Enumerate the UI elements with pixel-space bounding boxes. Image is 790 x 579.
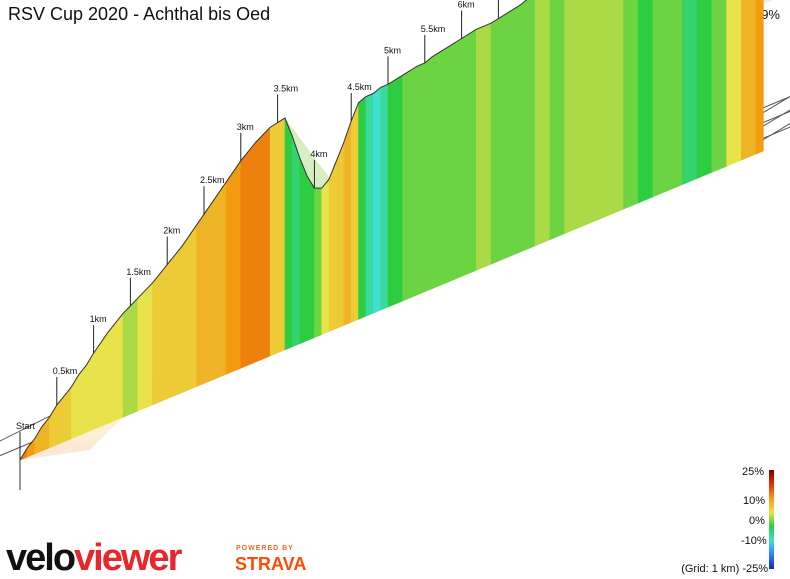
profile-segment (85, 352, 94, 433)
profile-segment (240, 141, 256, 369)
profile-segment (564, 0, 580, 235)
profile-segment (365, 93, 374, 317)
profile-segment (520, 0, 536, 253)
distance-label: 3km (237, 122, 254, 132)
profile-segment (424, 56, 433, 293)
scale-label-minus-10: -10% (741, 535, 767, 547)
profile-segment (461, 28, 477, 277)
profile-segment (652, 0, 668, 198)
profile-segment (593, 0, 610, 222)
distance-labels: Start 0.5km 1km 1.5km 2km 2.5km 3km 3.5km 4km 4.5… (16, 0, 499, 460)
scale-label-10: 10% (743, 495, 766, 507)
profile-segment (711, 0, 727, 173)
distance-label: Start (16, 421, 36, 431)
profile-segment (402, 65, 418, 302)
profile-segment (211, 181, 227, 381)
shadow-segment (20, 441, 98, 460)
profile-segment (667, 0, 683, 192)
profile-segment (696, 0, 713, 179)
profile-segment (152, 263, 168, 406)
distance-label: 1km (90, 314, 107, 324)
profile-segment (740, 0, 757, 161)
profile-segment (299, 157, 308, 345)
profile-segment (579, 0, 595, 228)
profile-segment (608, 0, 624, 216)
profile-segment (623, 0, 639, 210)
distance-label: 6km (458, 0, 475, 10)
profile-segment (534, 0, 551, 247)
profile-segment (314, 187, 323, 339)
distance-label: 2.5km (200, 175, 225, 185)
gradient-scale-bar (769, 470, 774, 569)
profile-segment (637, 0, 654, 204)
profile-segment (336, 142, 345, 329)
profile-segment (446, 37, 462, 283)
distance-label: 1.5km (126, 267, 151, 277)
distance-label: 0.5km (53, 366, 78, 376)
distance-label: 2km (163, 226, 180, 236)
strava-logo: STRAVA (235, 554, 307, 574)
profile-segment (78, 364, 87, 436)
distance-label: 3.5km (274, 84, 299, 94)
profile-segment (343, 120, 352, 326)
profile-segment (358, 95, 367, 320)
profile-segment (549, 0, 565, 241)
profile-segment (321, 178, 330, 335)
profile-segment (328, 160, 337, 332)
profile-segment (225, 159, 242, 375)
profile-segment (181, 223, 197, 394)
profile-segment (284, 117, 293, 351)
profile-segment (166, 245, 183, 400)
shadow-segment (765, 0, 773, 3)
profile-segment (108, 312, 124, 424)
profile-segment (269, 117, 286, 357)
profile-segment (372, 86, 381, 314)
grid-note: (Grid: 1 km) -25% (681, 563, 768, 575)
profile-segment (387, 74, 404, 308)
profile-segment (755, 0, 764, 155)
distance-label: 5.5km (421, 24, 446, 34)
profile-wall (19, 0, 764, 490)
profile-segment (350, 102, 359, 323)
profile-segment (196, 202, 212, 388)
distance-label: 4.5km (347, 82, 372, 92)
profile-segment (93, 330, 109, 430)
profile-segment (490, 13, 507, 265)
profile-segment (726, 0, 742, 167)
profile-segment (682, 0, 698, 186)
profile-segment (417, 62, 426, 296)
profile-segment (476, 22, 492, 271)
scale-label-25: 25% (742, 466, 765, 478)
scale-label-0: 0% (749, 515, 765, 527)
profile-segment (137, 282, 153, 412)
profile-segment (292, 136, 300, 348)
distance-label: 5km (384, 45, 401, 55)
distance-label: 4km (310, 149, 327, 159)
page-title: RSV Cup 2020 - Achthal bis Oed (8, 4, 271, 24)
profile-segment (431, 47, 448, 290)
profile-segment (505, 4, 521, 259)
grid-line (745, 123, 790, 151)
profile-segment (122, 297, 139, 418)
powered-by-text: POWERED BY (236, 545, 294, 552)
profile-segment (380, 83, 389, 311)
veloviewer-logo: veloviewer (6, 537, 182, 579)
profile-segment (255, 126, 271, 363)
profile-segment (34, 425, 43, 455)
profile-segment (27, 437, 36, 458)
profile-segment (306, 174, 315, 342)
